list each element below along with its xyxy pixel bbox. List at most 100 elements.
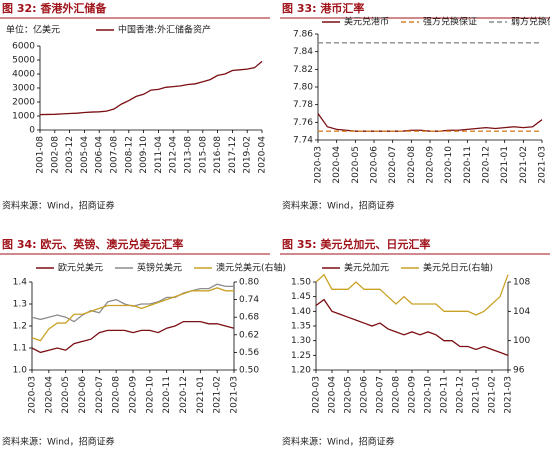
x-tick-label: 2021-03 — [504, 376, 514, 414]
x-tick-label: 2020-07 — [376, 376, 386, 414]
source-note: 资料来源：Wind，招商证券 — [2, 436, 115, 448]
x-tick-label: 2007-08 — [110, 136, 120, 174]
x-tick-label: 2020-08 — [112, 376, 122, 414]
x-tick-label: 2020-05 — [61, 376, 71, 414]
y-tick-label: 0 — [29, 126, 35, 136]
x-tick-label: 2020-03 — [312, 376, 322, 414]
y-tick-label: 7.86 — [293, 30, 313, 40]
legend-label: 美元兑港币 — [344, 16, 389, 28]
x-tick-label: 2020-12 — [456, 376, 466, 414]
y2-tick-label: 0.50 — [239, 366, 259, 376]
series-line — [31, 283, 234, 323]
x-tick-label: 2020-04 — [328, 376, 338, 414]
x-tick-label: 2020-09 — [129, 376, 139, 414]
x-tick-label: 2009-10 — [139, 136, 149, 174]
y-tick-label: 1.35 — [291, 322, 311, 332]
x-tick-label: 2020-03 — [314, 146, 324, 184]
x-tick-label: 2020-09 — [408, 376, 418, 414]
y2-tick-label: 96 — [513, 366, 525, 376]
series-line — [31, 320, 235, 354]
source-note: 资料来源：Wind，招商证券 — [282, 200, 395, 212]
y-tick-label: 1.45 — [291, 292, 311, 302]
x-tick-label: 2012-04 — [169, 136, 179, 174]
y-tick-label: 1.0 — [13, 366, 28, 376]
y-tick-label: 1.30 — [291, 336, 311, 346]
legend-label: 中国香港:外汇储备资产 — [118, 24, 211, 36]
y-tick-label: 1.2 — [13, 322, 27, 332]
unit-label: 单位：亿美元 — [6, 24, 60, 36]
panel-title: 图 35: 美元兑加元、日元汇率 — [282, 237, 430, 251]
legend-label: 英镑兑美元 — [137, 262, 182, 274]
y-tick-label: 1.4 — [13, 278, 28, 288]
x-tick-label: 2020-06 — [360, 376, 370, 414]
x-tick-label: 2020-08 — [407, 146, 417, 184]
x-tick-label: 2020-09 — [426, 146, 436, 184]
x-tick-label: 2021-01 — [196, 376, 206, 414]
x-tick-label: 2006-04 — [95, 136, 105, 174]
x-tick-label: 2001-08 — [36, 136, 46, 174]
x-tick-label: 2020-11 — [162, 376, 172, 414]
x-tick-label: 2020-05 — [344, 376, 354, 414]
x-tick-label: 2015-08 — [198, 136, 208, 174]
x-tick-label: 2020-03 — [28, 376, 38, 414]
legend-label: 澳元兑美元(右轴) — [216, 262, 286, 274]
y-tick-label: 4000 — [12, 70, 35, 80]
x-tick-label: 2002-08 — [50, 136, 60, 174]
y-tick-label: 7.84 — [293, 47, 313, 57]
y2-tick-label: 0.68 — [239, 313, 259, 323]
x-tick-label: 2020-08 — [392, 376, 402, 414]
x-tick-label: 2020-10 — [145, 376, 155, 414]
x-tick-label: 2003-12 — [65, 136, 75, 174]
source-note: 资料来源：Wind，招商证券 — [282, 436, 395, 448]
x-tick-label: 2020-12 — [179, 376, 189, 414]
x-tick-label: 2020-11 — [463, 146, 473, 184]
series-line — [315, 298, 509, 356]
x-tick-label: 2021-01 — [500, 146, 510, 184]
y-tick-label: 7.78 — [293, 100, 313, 110]
panel-title: 图 32: 香港外汇储备 — [2, 1, 107, 15]
x-tick-label: 2020-04 — [258, 136, 268, 174]
series-line — [317, 113, 543, 132]
x-tick-label: 2011-04 — [154, 136, 164, 174]
x-tick-label: 2021-02 — [213, 376, 223, 414]
y-tick-label: 1.50 — [291, 278, 311, 288]
legend-label: 美元兑日元(右轴) — [423, 262, 493, 274]
source-note: 资料来源：Wind，招商证券 — [2, 200, 115, 212]
y-tick-label: 1.20 — [291, 366, 311, 376]
y-tick-label: 1.3 — [13, 300, 27, 310]
x-tick-label: 2021-02 — [519, 146, 529, 184]
y-tick-label: 5000 — [12, 56, 35, 66]
x-tick-label: 2013-08 — [184, 136, 194, 174]
x-tick-label: 2016-08 — [213, 136, 223, 174]
panel-title: 图 34: 欧元、英镑、澳元兑美元汇率 — [2, 237, 183, 251]
x-tick-label: 2008-12 — [124, 136, 134, 174]
y2-tick-label: 0.62 — [239, 330, 259, 340]
x-tick-label: 2021-03 — [538, 146, 548, 184]
series-line — [315, 273, 509, 316]
legend-label: 欧元兑美元 — [58, 262, 103, 274]
y2-tick-label: 100 — [513, 336, 530, 346]
x-tick-label: 2020-06 — [78, 376, 88, 414]
y-tick-label: 7.80 — [293, 83, 313, 93]
x-tick-label: 2020-10 — [444, 146, 454, 184]
legend-label: 美元兑加元 — [344, 262, 389, 274]
x-tick-label: 2021-01 — [472, 376, 482, 414]
y-tick-label: 7.76 — [293, 118, 313, 128]
y2-tick-label: 0.80 — [239, 278, 259, 288]
y-tick-label: 6000 — [12, 42, 35, 52]
legend-label: 弱方兑换保证 — [511, 16, 550, 28]
y2-tick-label: 108 — [513, 278, 530, 288]
x-tick-label: 2017-12 — [228, 136, 238, 174]
x-tick-label: 2020-07 — [388, 146, 398, 184]
y-tick-label: 1000 — [12, 112, 35, 122]
x-tick-label: 2020-12 — [482, 146, 492, 184]
y2-tick-label: 0.56 — [239, 348, 259, 358]
series-line — [39, 60, 263, 116]
y2-tick-label: 0.74 — [239, 295, 259, 305]
x-tick-label: 2019-02 — [243, 136, 253, 174]
x-tick-label: 2005-04 — [80, 136, 90, 174]
y-tick-label: 7.82 — [293, 65, 313, 75]
series-line — [31, 287, 234, 342]
x-tick-label: 2021-03 — [230, 376, 240, 414]
